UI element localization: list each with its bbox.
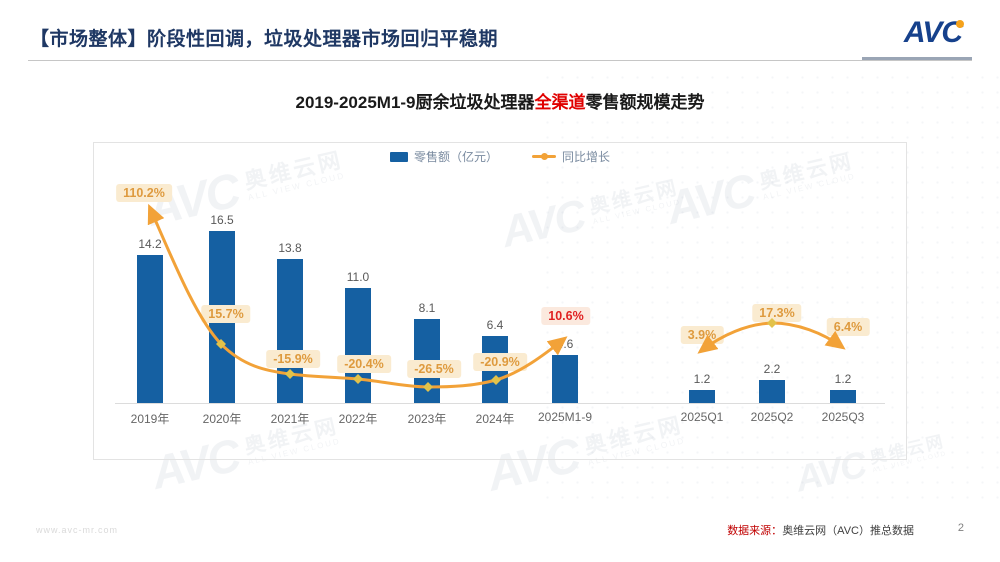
bar-value-label: 14.2 [138,237,162,251]
avc-logo: AVC [903,16,964,50]
plot-border [93,142,907,460]
chart-title-prefix: 2019-2025M1-9厨余垃圾处理器 [295,93,535,112]
legend-label-retail: 零售额（亿元） [413,150,498,164]
x-axis-line [115,403,885,404]
chart-title: 2019-2025M1-9厨余垃圾处理器全渠道零售额规模走势 [0,88,1000,113]
x-axis-label: 2022年 [338,412,378,426]
x-axis-label: 2025M1-9 [537,410,593,424]
x-axis-label: 2025Q1 [680,410,724,424]
bar-2025M1-9 [552,355,578,403]
x-axis-label: 2025Q2 [750,410,794,424]
legend-item-retail: 零售额（亿元） [389,148,498,165]
bar-value-label: 2.2 [763,362,781,376]
data-source-text: 奥维云网（AVC）推总数据 [782,525,914,537]
bar-2025Q1 [689,390,715,403]
bar-2021年 [277,259,303,403]
bar-swatch-icon [389,151,408,162]
yoy-label: 3.9% [680,326,724,344]
bar-2025Q3 [830,390,856,403]
avc-logo-text: AVC [903,16,963,49]
yoy-label: 6.4% [826,318,870,336]
chart-title-highlight: 全渠道 [534,93,586,112]
data-source-label: 数据来源： [727,525,783,537]
logo-underline [862,57,972,60]
header-divider [28,60,972,61]
yoy-label: -26.5% [407,360,461,378]
website-watermark: www.avc-mr.com [36,525,119,535]
bar-value-label: 6.4 [486,318,504,332]
bar-2019年 [137,255,163,403]
x-axis-label: 2025Q3 [821,410,865,424]
bar-2025Q2 [759,380,785,403]
yoy-label: -20.4% [337,355,391,373]
page-title: 【市场整体】阶段性回调，垃圾处理器市场回归平稳期 [30,29,499,50]
logo-dot-icon [956,20,964,28]
bar-2022年 [345,288,371,403]
bar-value-label: 8.1 [418,301,436,315]
bar-value-label: 4.6 [556,337,574,351]
bar-value-label: 1.2 [834,372,852,386]
x-axis-label: 2024年 [475,412,515,426]
chart-title-suffix: 零售额规模走势 [585,93,705,112]
bar-value-label: 16.5 [210,213,234,227]
bar-value-label: 11.0 [346,270,370,284]
yoy-label: 10.6% [541,307,591,325]
legend-label-yoy: 同比增长 [562,150,611,164]
x-axis-label: 2020年 [202,412,242,426]
yoy-label: 17.3% [752,304,802,322]
data-source: 数据来源：奥维云网（AVC）推总数据 [727,522,914,538]
x-axis-label: 2019年 [130,412,170,426]
legend-item-yoy: 同比增长 [532,148,610,165]
legend: 零售额（亿元） 同比增长 [0,148,1000,165]
bar-value-label: 1.2 [693,372,711,386]
x-axis-label: 2021年 [270,412,310,426]
page-number: 2 [957,522,964,534]
yoy-label: -20.9% [473,353,527,371]
yoy-label: -15.9% [266,350,320,368]
bar-value-label: 13.8 [278,241,302,255]
x-axis-label: 2023年 [407,412,447,426]
yoy-label: 110.2% [116,184,172,202]
line-swatch-icon [532,153,556,160]
yoy-label: 15.7% [201,305,251,323]
